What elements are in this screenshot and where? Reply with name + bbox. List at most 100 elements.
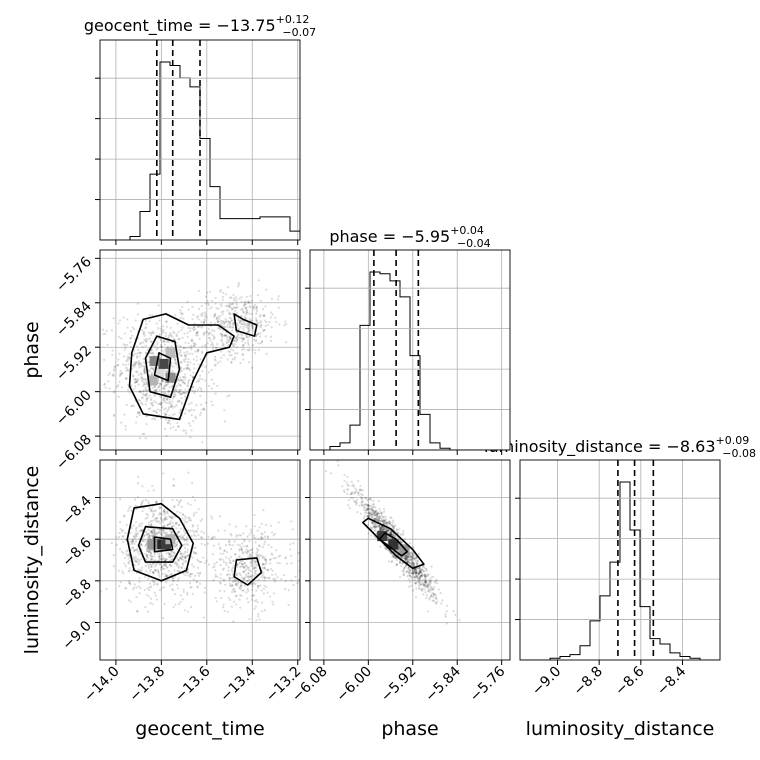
scatter-point bbox=[237, 281, 240, 285]
scatter-point bbox=[242, 322, 245, 326]
xlabel-phase: phase bbox=[381, 718, 438, 740]
scatter-point bbox=[247, 555, 250, 558]
scatter-point bbox=[203, 318, 206, 321]
scatter-point bbox=[420, 574, 423, 577]
scatter-point bbox=[184, 388, 187, 391]
scatter-point bbox=[165, 552, 168, 555]
scatter-point bbox=[203, 311, 207, 314]
scatter-point bbox=[183, 543, 186, 546]
scatter-point bbox=[353, 485, 356, 488]
scatter-point bbox=[135, 586, 138, 589]
scatter-point bbox=[405, 564, 408, 567]
scatter-point bbox=[200, 314, 203, 317]
scatter-point bbox=[251, 555, 254, 558]
scatter-point bbox=[387, 521, 391, 524]
scatter-point bbox=[196, 530, 199, 533]
scatter-point bbox=[232, 293, 235, 296]
scatter-point bbox=[248, 348, 251, 351]
scatter-point bbox=[176, 531, 179, 534]
scatter-point bbox=[125, 369, 128, 372]
scatter-point bbox=[138, 366, 141, 369]
x-tick-label: −13.4 bbox=[217, 663, 259, 705]
scatter-point bbox=[152, 400, 156, 403]
scatter-point bbox=[347, 499, 350, 502]
scatter-point bbox=[238, 321, 241, 324]
scatter-point bbox=[144, 378, 148, 381]
scatter-point bbox=[379, 527, 382, 530]
scatter-point bbox=[183, 550, 187, 553]
scatter-point bbox=[389, 537, 392, 540]
scatter-point bbox=[261, 308, 265, 311]
scatter-point bbox=[374, 523, 377, 526]
scatter-point bbox=[248, 575, 252, 578]
scatter-point bbox=[259, 324, 262, 328]
scatter-point bbox=[426, 573, 429, 576]
scatter-point bbox=[181, 517, 184, 520]
scatter-point bbox=[370, 521, 374, 524]
scatter-point bbox=[159, 382, 162, 386]
scatter-point bbox=[235, 340, 238, 343]
scatter-point bbox=[154, 418, 157, 421]
panels-layer: −14.0 −13.8 −13.6 −13.4 −13.2−6.08 −6.00 −5.92… bbox=[53, 39, 721, 705]
scatter-point bbox=[230, 555, 233, 559]
scatter-point bbox=[201, 369, 204, 373]
scatter-point bbox=[151, 366, 154, 370]
scatter-point bbox=[262, 314, 265, 317]
scatter-point bbox=[148, 537, 151, 540]
scatter-point bbox=[151, 510, 154, 513]
scatter-point bbox=[385, 528, 388, 531]
scatter-point bbox=[230, 302, 233, 306]
scatter-point bbox=[420, 575, 424, 578]
scatter-point bbox=[424, 575, 427, 578]
scatter-point bbox=[142, 330, 145, 333]
scatter-point bbox=[162, 535, 166, 538]
scatter-point bbox=[372, 512, 376, 515]
scatter-point bbox=[172, 484, 175, 487]
scatter-point bbox=[132, 364, 135, 367]
scatter-point bbox=[127, 369, 130, 372]
scatter-point bbox=[228, 540, 231, 544]
scatter-point bbox=[142, 377, 145, 381]
scatter-point bbox=[419, 574, 422, 577]
scatter-point bbox=[269, 567, 272, 571]
scatter-point bbox=[157, 531, 160, 534]
scatter-point bbox=[161, 398, 165, 402]
scatter-point bbox=[117, 322, 120, 325]
scatter-point bbox=[389, 523, 392, 526]
scatter-point bbox=[135, 370, 138, 373]
scatter-point bbox=[375, 512, 378, 515]
scatter-point bbox=[215, 346, 218, 349]
scatter-point bbox=[199, 413, 202, 416]
scatter-point bbox=[418, 566, 421, 570]
scatter-point bbox=[193, 512, 196, 515]
scatter-point bbox=[407, 559, 410, 562]
scatter-point bbox=[424, 580, 428, 583]
scatter-point bbox=[120, 372, 124, 375]
scatter-point bbox=[148, 394, 152, 397]
scatter-point bbox=[256, 529, 259, 532]
scatter-point bbox=[244, 550, 247, 554]
scatter-point bbox=[230, 296, 233, 299]
scatter-point bbox=[424, 585, 427, 589]
scatter-point bbox=[267, 568, 270, 571]
scatter-point bbox=[444, 613, 447, 616]
scatter-point bbox=[134, 557, 138, 560]
scatter-point bbox=[192, 313, 195, 316]
scatter-point bbox=[142, 368, 146, 371]
scatter-point bbox=[371, 509, 375, 512]
scatter-point bbox=[414, 571, 417, 575]
scatter-point bbox=[391, 534, 394, 537]
scatter-point bbox=[151, 558, 154, 561]
scatter-point bbox=[434, 580, 437, 583]
scatter-point bbox=[179, 557, 182, 560]
scatter-point bbox=[183, 391, 186, 394]
scatter-point bbox=[378, 525, 381, 528]
scatter-point bbox=[128, 507, 131, 510]
scatter-point bbox=[412, 561, 415, 564]
scatter-point bbox=[235, 535, 238, 538]
scatter-point bbox=[132, 374, 135, 377]
scatter-point bbox=[251, 588, 254, 591]
scatter-point bbox=[262, 571, 265, 574]
scatter-point bbox=[171, 525, 174, 528]
scatter-point bbox=[214, 347, 217, 350]
